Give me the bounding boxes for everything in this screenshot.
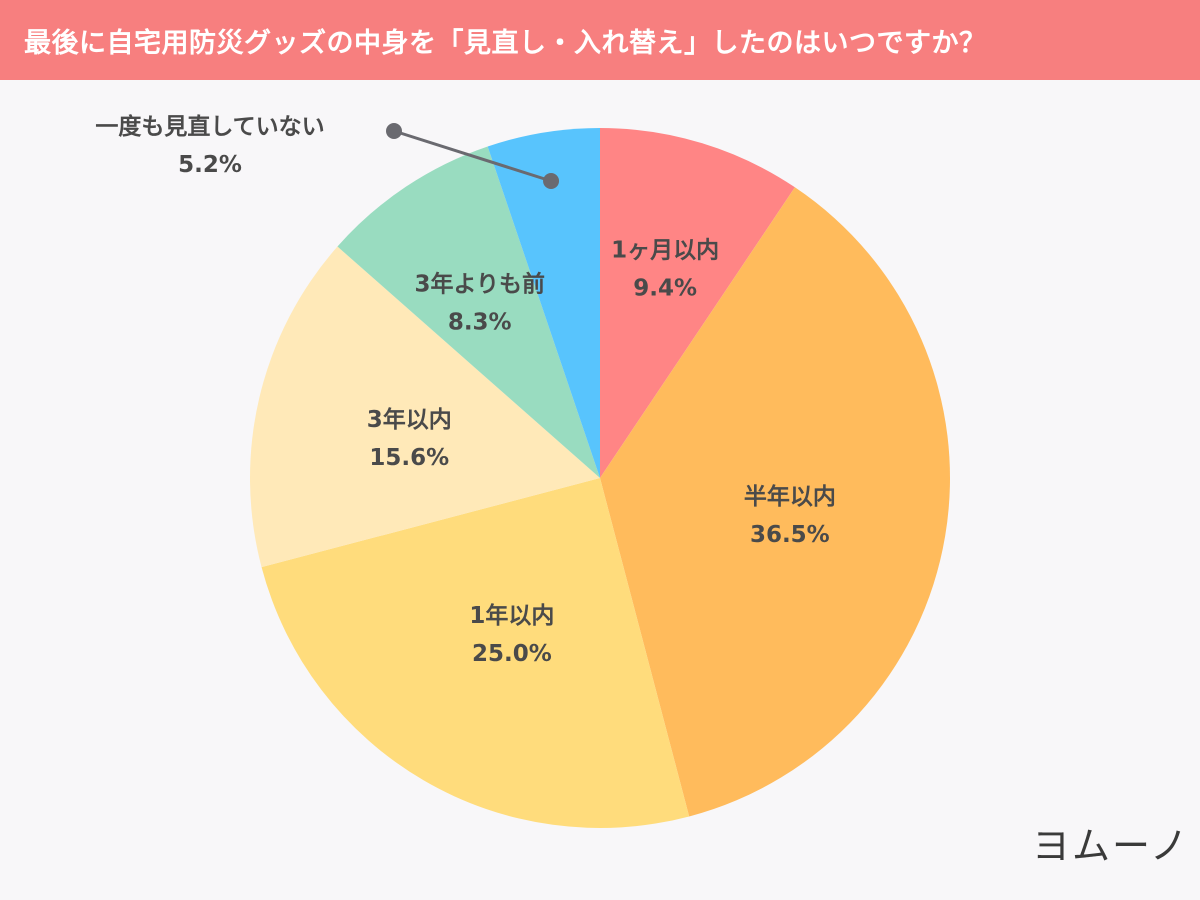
title-bar: 最後に自宅用防災グッズの中身を「見直し・入れ替え」したのはいつですか？ xyxy=(0,0,1200,80)
slice-category-label: 1年以内 xyxy=(469,602,554,629)
slice-value-label: 9.4% xyxy=(633,276,697,302)
slice-category-label: 3年以内 xyxy=(367,406,452,433)
slice-category-label: 一度も見直していない xyxy=(95,113,324,140)
pie-slice xyxy=(600,187,950,817)
slice-category-label: 1ヶ月以内 xyxy=(611,238,719,264)
pie-slice xyxy=(600,128,795,478)
slice-value-label: 25.0% xyxy=(472,641,552,667)
slice-value-label: 5.2% xyxy=(178,152,242,178)
pie-slice xyxy=(337,146,600,478)
slice-category-label: 半年以内 xyxy=(744,483,836,510)
pie-slice xyxy=(261,478,690,828)
chart-title: 最後に自宅用防災グッズの中身を「見直し・入れ替え」したのはいつですか？ xyxy=(24,27,987,59)
leader-dot xyxy=(543,173,560,190)
slice-category-label: 3年よりも前 xyxy=(414,270,545,297)
leader-line xyxy=(393,129,552,183)
pie-slice xyxy=(250,246,600,568)
slice-value-label: 36.5% xyxy=(750,522,830,548)
slice-value-label: 8.3% xyxy=(448,309,512,335)
logo-text: ヨムーノ xyxy=(1032,824,1190,868)
yomuno-logo: ヨムーノ xyxy=(1032,815,1190,870)
pie-slice xyxy=(487,128,600,478)
slice-value-label: 15.6% xyxy=(369,445,449,471)
leader-dot xyxy=(386,123,402,139)
